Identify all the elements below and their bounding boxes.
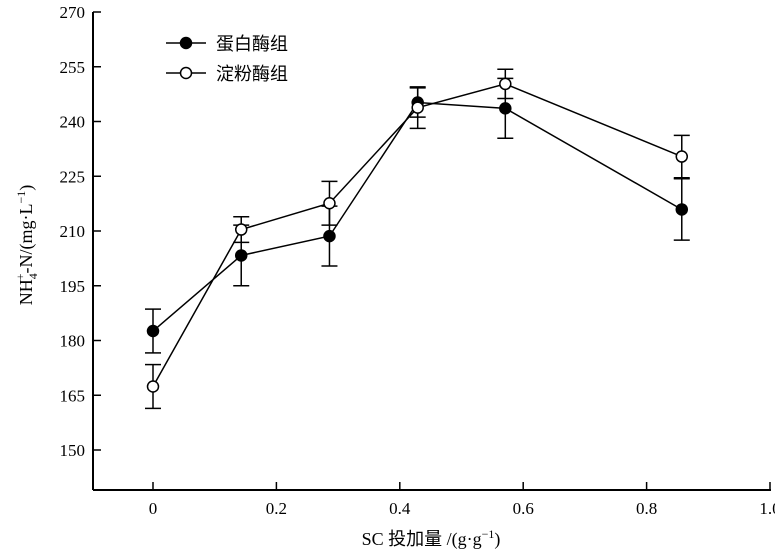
legend-label: 蛋白酶组	[216, 34, 288, 54]
x-tick-label: 1.0	[759, 499, 775, 518]
y-tick-label: 165	[60, 386, 86, 405]
x-tick-label: 0.6	[513, 499, 534, 518]
axes: 150 165 180 195 210 225 240 255 270 0 0.2 0.4 0.6 0.8…	[60, 3, 775, 518]
data-point	[675, 150, 689, 163]
y-tick-label: 255	[60, 58, 86, 77]
data-point	[234, 249, 248, 262]
data-point	[323, 229, 336, 243]
legend-marker	[179, 66, 193, 80]
data-point	[411, 101, 424, 114]
y-tick-label: 180	[60, 332, 86, 351]
y-tick-label: 150	[60, 441, 86, 460]
x-tick-label: 0.4	[389, 499, 411, 518]
legend-marker	[179, 36, 193, 50]
y-tick-label: 210	[60, 222, 86, 241]
legend-label: 淀粉酶组	[216, 64, 288, 84]
data-point	[234, 223, 248, 236]
series-marks	[145, 68, 690, 410]
y-axis-label: NH4+-N/(mg·L−1)	[13, 185, 40, 306]
y-tick-label: 240	[60, 113, 86, 132]
data-point	[146, 324, 160, 338]
data-point	[675, 203, 689, 216]
data-point	[146, 380, 160, 393]
data-point	[323, 197, 336, 210]
x-tick-label: 0.8	[636, 499, 657, 518]
y-tick-label: 195	[60, 277, 86, 296]
y-tick-label: 270	[60, 3, 86, 22]
series-line	[152, 101, 683, 332]
y-tick-label: 225	[60, 167, 86, 186]
data-point	[499, 77, 512, 91]
x-tick-label: 0.2	[266, 499, 287, 518]
series-line	[152, 83, 683, 387]
data-point	[499, 102, 512, 115]
x-axis-label: SC 投加量 /(g·g−1)	[362, 527, 501, 550]
x-tick-label: 0	[149, 499, 158, 518]
